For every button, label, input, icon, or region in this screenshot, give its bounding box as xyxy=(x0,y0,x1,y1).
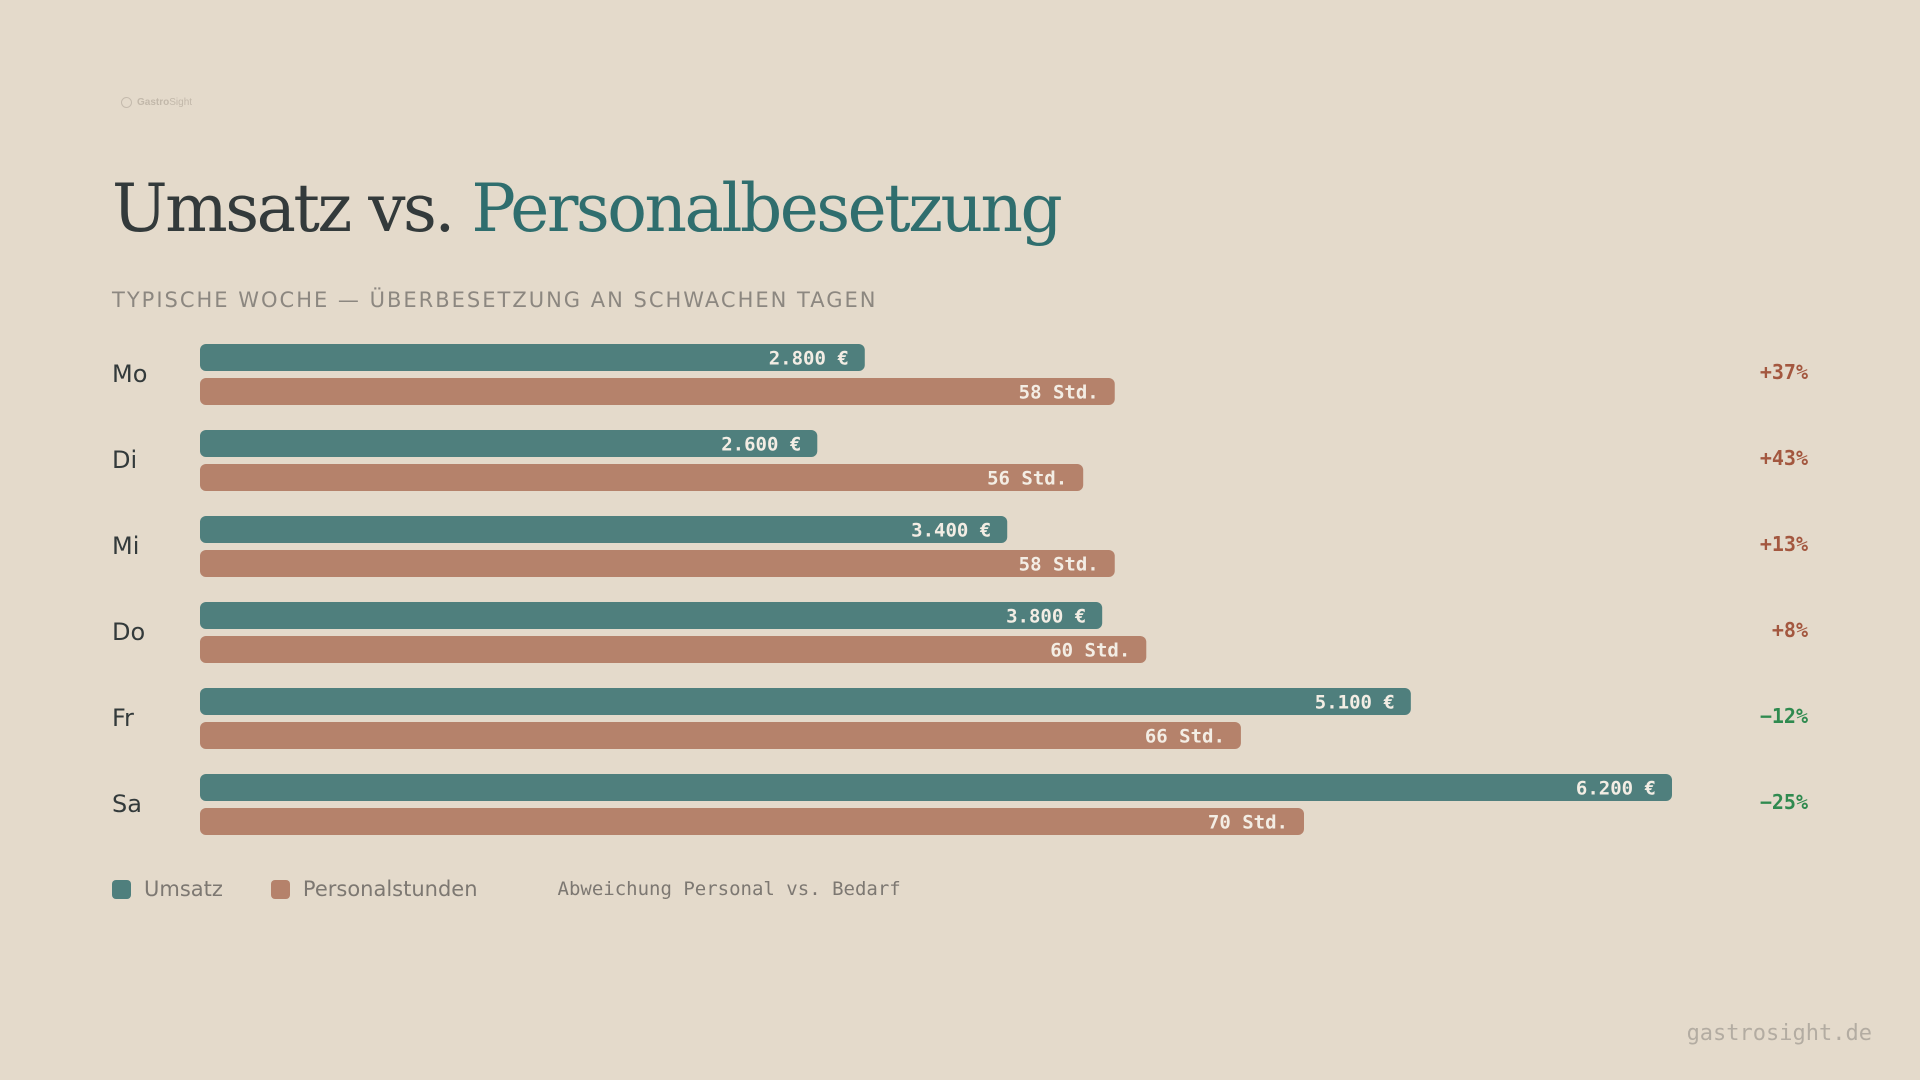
title-part-2: Personalbesetzung xyxy=(471,170,1062,247)
umsatz-bar-do xyxy=(200,602,1103,629)
personal-value-label-mi: 58 Std. xyxy=(1019,554,1099,576)
umsatz-bar-fr xyxy=(200,688,1411,715)
day-label-fr: Fr xyxy=(112,704,134,732)
legend-note: Abweichung Personal vs. Bedarf xyxy=(557,878,901,900)
page-title: Umsatz vs. Personalbesetzung xyxy=(112,170,1063,247)
legend-item-umsatz: Umsatz xyxy=(112,877,223,901)
personal-value-label-fr: 66 Std. xyxy=(1145,726,1225,748)
personal-bar-fr xyxy=(200,722,1241,749)
personal-bar-mi xyxy=(200,550,1115,577)
personal-bar-sa xyxy=(200,808,1304,835)
deviation-label-sa: −25% xyxy=(1760,790,1808,814)
deviation-label-di: +43% xyxy=(1760,446,1808,470)
day-label-do: Do xyxy=(112,618,145,646)
umsatz-bar-di xyxy=(200,430,818,457)
umsatz-bar-sa xyxy=(200,774,1672,801)
deviation-label-mo: +37% xyxy=(1760,360,1808,384)
legend: Umsatz Personalstunden Abweichung Person… xyxy=(112,877,901,901)
legend-label-personal: Personalstunden xyxy=(302,877,478,901)
umsatz-value-label-mi: 3.400 € xyxy=(911,520,991,542)
logo-circle-icon xyxy=(121,97,132,108)
personal-bar-do xyxy=(200,636,1147,663)
legend-label-umsatz: Umsatz xyxy=(144,877,223,901)
umsatz-bar-mo xyxy=(200,344,865,371)
personal-value-label-di: 56 Std. xyxy=(987,468,1067,490)
umsatz-bar-mi xyxy=(200,516,1008,543)
subtitle: TYPISCHE WOCHE — ÜBERBESETZUNG AN SCHWAC… xyxy=(112,288,878,312)
brand-logo: GastroSight xyxy=(121,97,192,108)
legend-swatch-umsatz xyxy=(112,879,131,899)
umsatz-value-label-mo: 2.800 € xyxy=(769,348,849,370)
umsatz-value-label-di: 2.600 € xyxy=(721,434,801,456)
day-label-mo: Mo xyxy=(112,360,147,388)
day-label-mi: Mi xyxy=(112,532,139,560)
personal-value-label-mo: 58 Std. xyxy=(1019,382,1099,404)
umsatz-value-label-sa: 6.200 € xyxy=(1576,778,1656,800)
umsatz-value-label-do: 3.800 € xyxy=(1006,606,1086,628)
title-part-1: Umsatz vs. xyxy=(112,170,455,247)
legend-swatch-personal xyxy=(270,879,290,899)
brand-name: GastroSight xyxy=(137,97,193,108)
deviation-label-do: +8% xyxy=(1772,618,1808,642)
personal-value-label-sa: 70 Std. xyxy=(1208,812,1288,834)
deviation-label-mi: +13% xyxy=(1760,532,1808,556)
day-label-di: Di xyxy=(112,446,137,474)
personal-bar-di xyxy=(200,464,1084,491)
legend-item-personal: Personalstunden xyxy=(270,877,478,901)
day-label-sa: Sa xyxy=(112,790,142,818)
deviation-label-fr: −12% xyxy=(1760,704,1808,728)
footer-url: gastrosight.de xyxy=(1686,1021,1872,1046)
umsatz-value-label-fr: 5.100 € xyxy=(1315,692,1395,714)
personal-bar-mo xyxy=(200,378,1115,405)
personal-value-label-do: 60 Std. xyxy=(1050,640,1130,662)
